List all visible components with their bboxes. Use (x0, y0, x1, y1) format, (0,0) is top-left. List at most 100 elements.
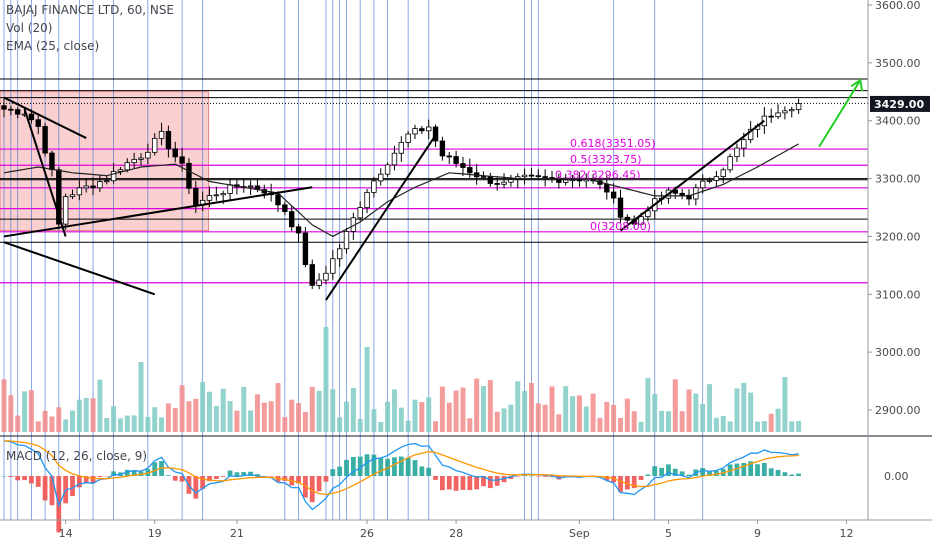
volume-bar-52 (357, 418, 363, 432)
volume-bar-15 (104, 417, 110, 432)
candle-53 (364, 188, 370, 214)
macd-histogram-bar-116 (796, 473, 801, 476)
trend-line-4 (325, 134, 437, 301)
volume-bar-103 (707, 384, 713, 432)
candle-107 (734, 143, 740, 162)
candle-40 (275, 191, 281, 212)
candle-body-68 (467, 167, 473, 174)
candle-20 (138, 153, 144, 166)
macd-layer (0, 435, 932, 533)
macd-histogram-bar-64 (440, 476, 445, 491)
candle-21 (145, 143, 151, 165)
macd-histogram-bar-35 (241, 472, 247, 476)
macd-histogram-bar-7 (49, 476, 55, 506)
macd-histogram-bar-107 (734, 463, 740, 476)
macd-histogram-bar-37 (255, 474, 260, 476)
candle-body-44 (302, 232, 309, 265)
date-label-4: 28 (449, 527, 463, 540)
date-label-6: 5 (665, 527, 672, 540)
candle-body-48 (330, 258, 336, 274)
candle-body-99 (679, 192, 685, 196)
volume-bar-35 (241, 386, 247, 432)
volume-bar-73 (501, 408, 507, 432)
candle-45 (309, 259, 315, 289)
macd-histogram-bar-88 (604, 476, 610, 481)
macd-histogram-bar-76 (522, 475, 527, 476)
volume-bar-107 (734, 388, 740, 432)
candle-body-84 (576, 179, 583, 182)
volume-bar-61 (419, 402, 425, 432)
volume-legend: Vol (20) (6, 21, 53, 35)
candle-body-9 (62, 196, 69, 225)
macd-histogram-bar-29 (200, 476, 206, 489)
volume-bar-33 (227, 401, 233, 432)
volume-bar-24 (165, 403, 171, 432)
macd-histogram-bar-5 (35, 476, 41, 487)
volume-bar-13 (90, 398, 96, 432)
candle-23 (158, 122, 165, 146)
volume-bar-25 (172, 407, 178, 432)
volume-bar-32 (220, 388, 226, 432)
candle-body-103 (706, 180, 713, 182)
macd-histogram-bar-96 (659, 467, 664, 476)
macd-histogram-bar-46 (316, 476, 322, 492)
volume-bar-76 (522, 390, 528, 432)
candle-14 (97, 174, 103, 192)
candle-body-74 (508, 179, 514, 183)
macd-histogram-bar-38 (261, 475, 267, 477)
macd-histogram-bar-66 (453, 476, 459, 491)
date-label-1: 19 (148, 527, 162, 540)
candle-body-109 (747, 128, 754, 141)
candle-54 (371, 176, 377, 198)
macd-histogram-bar-112 (768, 468, 774, 476)
candle-112 (768, 108, 774, 123)
candle-body-33 (227, 184, 233, 194)
macd-histogram-bar-30 (207, 476, 212, 482)
candle-body-24 (165, 130, 172, 150)
candle-36 (247, 180, 254, 195)
volume-bar-53 (364, 347, 370, 432)
macd-histogram-bar-114 (782, 472, 788, 476)
volume-bar-63 (433, 421, 439, 432)
macd-histogram-bar-12 (83, 476, 89, 484)
candle-41 (282, 201, 288, 216)
candle-body-45 (309, 264, 315, 286)
candle-body-22 (151, 137, 158, 153)
volume-bar-27 (186, 401, 192, 432)
volume-bar-94 (645, 377, 651, 432)
current-price-label: 3429.00 (874, 98, 924, 111)
candle-body-104 (713, 176, 720, 181)
macd-histogram-bar-22 (152, 462, 158, 476)
candle-body-17 (117, 169, 124, 172)
volume-bar-70 (481, 386, 486, 432)
date-label-2: 21 (230, 527, 244, 540)
candle-99 (679, 188, 685, 200)
macd-histogram-bar-89 (611, 476, 617, 483)
candle-body-55 (378, 173, 384, 182)
candle-body-43 (295, 226, 302, 234)
macd-histogram-bar-16 (111, 471, 116, 476)
volume-bar-66 (453, 390, 459, 432)
volume-bar-12 (83, 398, 89, 432)
candle-body-28 (193, 187, 199, 206)
price-tick-label-2: 3100.00 (875, 288, 921, 301)
candle-24 (165, 125, 172, 158)
macd-histogram-bar-68 (467, 476, 473, 491)
symbol-legend: BAJAJ FINANCE LTD, 60, NSE (6, 3, 175, 17)
date-label-8: 12 (840, 527, 854, 540)
candle-body-46 (316, 279, 322, 286)
volume-bar-42 (289, 399, 295, 432)
candle-body-11 (76, 187, 83, 196)
candle-body-93 (638, 216, 644, 225)
candle-body-47 (323, 272, 329, 281)
candle-body-73 (501, 181, 507, 185)
candle-body-16 (110, 170, 117, 182)
date-label-5: Sep (569, 527, 590, 540)
candle-body-49 (336, 248, 343, 260)
volume-bar-55 (378, 421, 384, 432)
volume-bar-20 (138, 362, 144, 432)
volume-bar-1 (8, 395, 14, 432)
volume-bar-77 (528, 382, 534, 432)
candle-82 (563, 173, 569, 186)
